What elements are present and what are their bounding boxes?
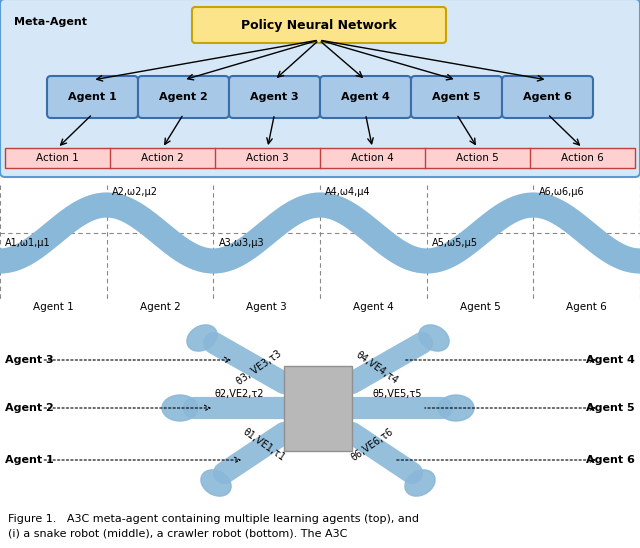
- Text: θ5,VE5,τ5: θ5,VE5,τ5: [372, 389, 422, 399]
- Text: Action 6: Action 6: [561, 153, 604, 163]
- Text: Agent 3: Agent 3: [5, 355, 54, 365]
- Ellipse shape: [201, 470, 231, 496]
- Text: Action 4: Action 4: [351, 153, 394, 163]
- FancyBboxPatch shape: [411, 76, 502, 118]
- FancyBboxPatch shape: [502, 76, 593, 118]
- FancyBboxPatch shape: [47, 76, 138, 118]
- FancyBboxPatch shape: [0, 0, 640, 177]
- Text: Agent 5: Agent 5: [460, 302, 500, 312]
- Text: Action 2: Action 2: [141, 153, 184, 163]
- Text: Agent 1: Agent 1: [33, 302, 74, 312]
- FancyBboxPatch shape: [320, 76, 411, 118]
- Text: θ3, VE3,τ3: θ3, VE3,τ3: [235, 349, 284, 387]
- Text: Action 1: Action 1: [36, 153, 79, 163]
- Text: Agent 4: Agent 4: [353, 302, 394, 312]
- Text: A5,ω5,μ5: A5,ω5,μ5: [432, 238, 478, 248]
- Text: θ2,VE2,τ2: θ2,VE2,τ2: [214, 389, 264, 399]
- Text: Agent 6: Agent 6: [523, 92, 572, 102]
- FancyBboxPatch shape: [5, 148, 635, 168]
- Text: Agent 6: Agent 6: [566, 302, 607, 312]
- Ellipse shape: [419, 325, 449, 351]
- Text: Agent 5: Agent 5: [586, 403, 635, 413]
- Text: Agent 4: Agent 4: [341, 92, 390, 102]
- FancyBboxPatch shape: [192, 7, 446, 43]
- Text: A2,ω2,μ2: A2,ω2,μ2: [112, 187, 158, 197]
- Ellipse shape: [162, 395, 198, 421]
- Ellipse shape: [438, 395, 474, 421]
- Text: Action 3: Action 3: [246, 153, 289, 163]
- Text: Policy Neural Network: Policy Neural Network: [241, 19, 397, 31]
- Text: (i) a snake robot (middle), a crawler robot (bottom). The A3C: (i) a snake robot (middle), a crawler ro…: [8, 528, 348, 538]
- Text: Agent 4: Agent 4: [586, 355, 635, 365]
- Text: Agent 2: Agent 2: [140, 302, 180, 312]
- Ellipse shape: [405, 470, 435, 496]
- FancyBboxPatch shape: [138, 76, 229, 118]
- Text: Agent 1: Agent 1: [5, 455, 54, 465]
- Text: θ1,VE1,τ1: θ1,VE1,τ1: [241, 427, 287, 463]
- Text: A3,ω3,μ3: A3,ω3,μ3: [219, 238, 264, 248]
- Text: A6,ω6,μ6: A6,ω6,μ6: [539, 187, 584, 197]
- Text: Agent 2: Agent 2: [159, 92, 208, 102]
- FancyBboxPatch shape: [229, 76, 320, 118]
- Ellipse shape: [187, 325, 217, 351]
- Text: θ4,VE4,τ4: θ4,VE4,τ4: [354, 350, 400, 386]
- Text: Meta-Agent: Meta-Agent: [14, 17, 87, 27]
- Text: A1,ω1,μ1: A1,ω1,μ1: [5, 238, 51, 248]
- Text: Agent 2: Agent 2: [5, 403, 54, 413]
- Text: Agent 6: Agent 6: [586, 455, 635, 465]
- Text: A4,ω4,μ4: A4,ω4,μ4: [325, 187, 371, 197]
- Text: Action 5: Action 5: [456, 153, 499, 163]
- Text: Agent 5: Agent 5: [432, 92, 481, 102]
- Text: Figure 1.   A3C meta-agent containing multiple learning agents (top), and: Figure 1. A3C meta-agent containing mult…: [8, 514, 419, 524]
- Text: Agent 1: Agent 1: [68, 92, 117, 102]
- FancyBboxPatch shape: [284, 366, 352, 450]
- Text: Agent 3: Agent 3: [250, 92, 299, 102]
- Text: Agent 3: Agent 3: [246, 302, 287, 312]
- Text: θ6,VE6,τ6: θ6,VE6,τ6: [349, 427, 395, 463]
